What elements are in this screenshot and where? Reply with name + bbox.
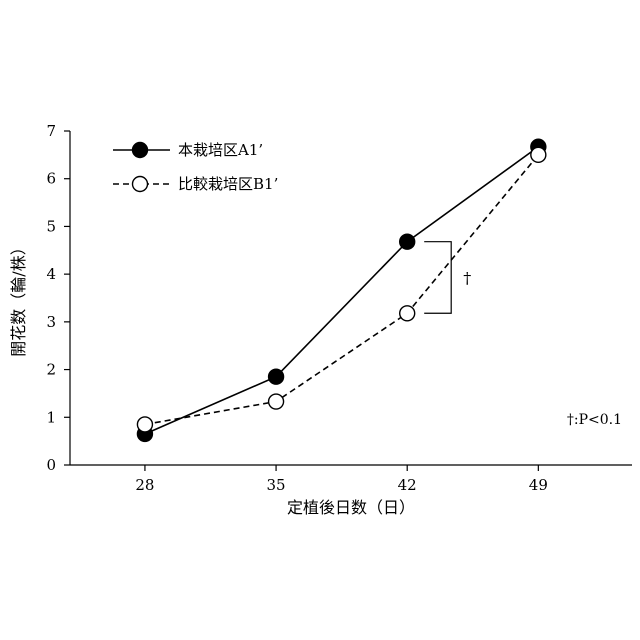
data-point	[137, 417, 152, 432]
legend-item-2: 比較栽培区B1’	[113, 175, 278, 193]
data-point	[400, 306, 415, 321]
y-tick-label: 1	[46, 408, 56, 426]
x-tick-label: 42	[398, 476, 417, 494]
axes	[70, 131, 632, 465]
y-tick-label: 7	[46, 122, 56, 140]
y-tick-label: 0	[46, 456, 56, 474]
x-ticks: 28 35 42 49	[135, 465, 547, 494]
legend-label: 比較栽培区B1’	[178, 175, 278, 193]
data-point	[269, 369, 284, 384]
x-axis-label: 定植後日数（日）	[287, 498, 415, 517]
significance-note: †:P<0.1	[567, 412, 622, 428]
significance-bracket-line	[424, 242, 451, 314]
significance-mark: †	[463, 268, 471, 287]
x-tick-label: 35	[267, 476, 286, 494]
significance-bracket: †	[424, 242, 471, 314]
y-axis-label: 開花数（輪/株）	[9, 239, 28, 356]
legend-label: 本栽培区A1’	[178, 141, 263, 159]
legend-marker	[133, 177, 148, 192]
legend: 本栽培区A1’ 比較栽培区B1’	[113, 141, 278, 193]
data-point	[400, 234, 415, 249]
y-tick-label: 6	[46, 170, 56, 188]
y-tick-label: 5	[46, 217, 56, 235]
y-tick-label: 3	[46, 313, 56, 331]
legend-marker	[133, 143, 148, 158]
data-point	[531, 147, 546, 162]
y-tick-label: 4	[46, 265, 56, 283]
series-line	[145, 155, 538, 425]
data-point	[269, 394, 284, 409]
y-ticks: 0 1 2 3 4 5 6 7	[46, 122, 70, 474]
legend-item-1: 本栽培区A1’	[113, 141, 263, 159]
y-tick-label: 2	[46, 361, 56, 379]
x-tick-label: 28	[135, 476, 154, 494]
x-tick-label: 49	[529, 476, 548, 494]
